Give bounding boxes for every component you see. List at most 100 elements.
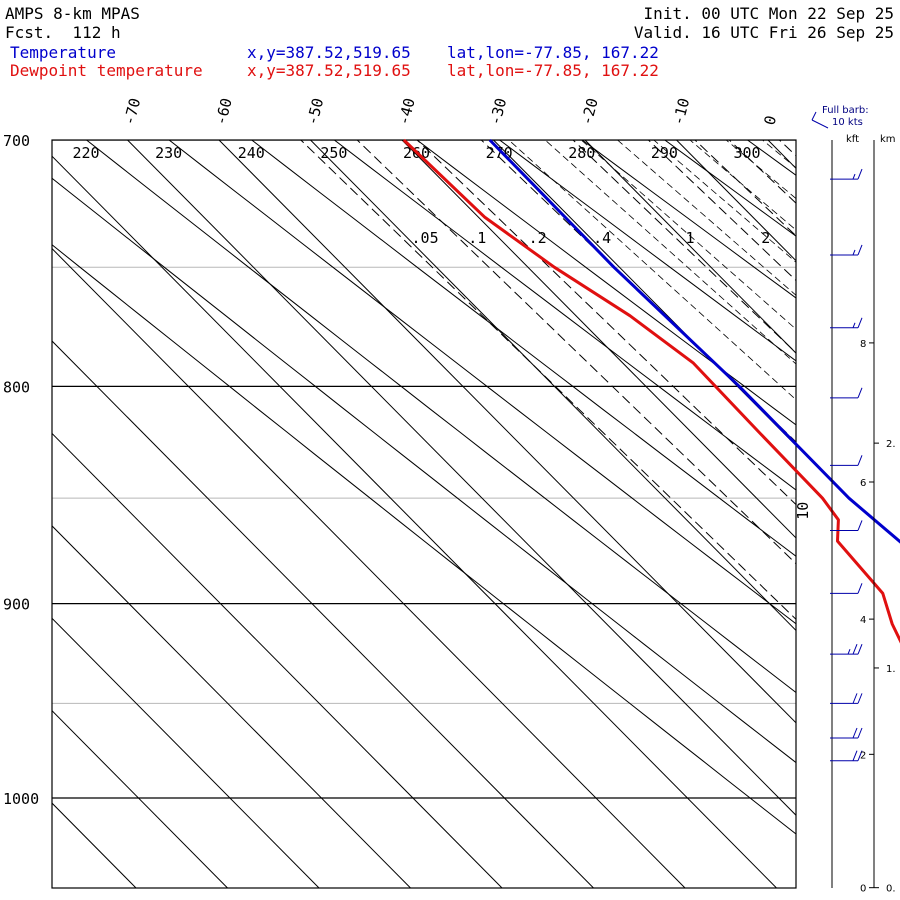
legend-temperature-xy: x,y=387.52,519.65 <box>247 43 411 62</box>
isotherm-line <box>52 155 777 888</box>
moist-adiabat <box>580 140 796 330</box>
dry-adiabat <box>52 244 796 835</box>
isotherm-line <box>52 340 594 888</box>
isotherm-line <box>310 140 796 632</box>
wind-barb-flag <box>857 455 863 466</box>
wind-barb-half <box>852 322 856 328</box>
theta-label: 230 <box>155 144 182 162</box>
temperature-tick-label: -60 <box>211 96 235 127</box>
temperature-tick-label: -10 <box>669 96 693 127</box>
moist-adiabat <box>701 32 900 900</box>
dry-adiabat <box>663 140 796 237</box>
dry-adiabat <box>581 140 796 299</box>
legend-temperature-label: Temperature <box>10 43 116 62</box>
kft-label: 4 <box>860 615 866 626</box>
pressure-label: 900 <box>3 596 30 614</box>
barb-key-sample-barb <box>811 111 817 121</box>
moist-adiabat <box>666 32 900 900</box>
mixing-ratio-line <box>416 140 796 506</box>
mixing-ratio-label: 2 <box>761 229 770 247</box>
dry-adiabat <box>168 140 796 625</box>
legend-dewpoint-label: Dewpoint temperature <box>10 61 203 80</box>
height-axis-km-title: km <box>880 134 896 145</box>
wind-barb-flag <box>857 643 863 655</box>
kft-label: 8 <box>860 339 866 350</box>
wind-barb-flag <box>857 387 863 399</box>
legend-temperature-latlon: lat,lon=-77.85, 167.22 <box>447 43 659 62</box>
mixing-ratio-label: 3 <box>808 229 817 247</box>
model-title: AMPS 8-km MPAS <box>5 4 140 23</box>
valid-time: Valid. 16 UTC Fri 26 Sep 25 <box>633 23 894 42</box>
theta-label: 250 <box>320 144 347 162</box>
wind-barb-flag <box>857 520 863 531</box>
pressure-label: 1000 <box>3 790 39 808</box>
wind-barb-flag <box>857 750 863 761</box>
isotherm-line <box>493 140 796 447</box>
theta-label: 300 <box>733 144 760 162</box>
pressure-label: 800 <box>3 378 30 396</box>
mixing-ratio-line <box>647 140 796 282</box>
mixing-ratio-line <box>778 140 796 157</box>
temperature-tick-label: 0 <box>760 114 780 127</box>
dry-adiabat <box>250 140 796 557</box>
km-label: 1. <box>886 664 896 675</box>
wind-barb-flag <box>857 168 863 180</box>
wind-barb-half <box>847 648 851 655</box>
mixing-ratio-label: .1 <box>468 229 486 247</box>
temperature-tick-label: -30 <box>486 96 510 127</box>
wind-barb-flag <box>857 727 863 739</box>
isotherm-line <box>584 140 796 354</box>
mixing-ratio-label: 1 <box>685 229 694 247</box>
wind-barb-flag <box>857 244 863 256</box>
isotherm-line <box>401 140 796 539</box>
wind-barb-half <box>852 173 856 180</box>
kft-label: 2 <box>860 750 866 761</box>
mixing-ratio-line <box>694 140 796 237</box>
kft-label: 0 <box>860 884 866 895</box>
km-label: 2. <box>886 439 896 450</box>
isotherm-line <box>52 802 137 888</box>
mixing-ratio-label: .4 <box>593 229 611 247</box>
temperature-tick-label: -20 <box>577 96 601 127</box>
mixing-ratio-line <box>480 140 796 443</box>
barb-key-line2: 10 kts <box>832 117 863 128</box>
dry-adiabat <box>333 140 796 491</box>
mixing-ratio-label: 4 <box>843 229 852 247</box>
plot-frame <box>51 139 797 889</box>
dry-adiabat <box>498 140 796 362</box>
wind-barb-flag <box>857 693 863 704</box>
isotherm-line <box>52 525 411 888</box>
barb-key-line1: Full barb: <box>822 105 869 116</box>
legend-dewpoint-xy: x,y=387.52,519.65 <box>247 61 411 80</box>
isotherm-line <box>127 140 796 816</box>
height-axis-kft-title: kft <box>846 134 859 145</box>
mixing-ratio-label: 6 <box>893 229 900 247</box>
km-label: 0. <box>886 884 896 895</box>
isotherm-line <box>218 140 796 724</box>
temperature-tick-label: -40 <box>394 96 418 127</box>
mixing-ratio-line <box>300 140 796 620</box>
theta-label: 240 <box>238 144 265 162</box>
isotherm-line <box>52 432 503 888</box>
mixing-ratio-line <box>356 140 796 565</box>
temperature-tick-label: -70 <box>120 96 144 127</box>
moist-adiabat <box>544 140 796 365</box>
barb-key-sample <box>811 119 829 129</box>
mixing-ratio-label: .2 <box>529 229 547 247</box>
wind-barb-flag <box>852 727 858 739</box>
theta-label: 290 <box>651 144 678 162</box>
mixing-ratio-line <box>572 140 796 354</box>
forecast-hour: Fcst. 112 h <box>5 23 121 42</box>
temperature-profile <box>488 138 900 544</box>
isotherm-line <box>52 617 320 888</box>
isotherm-line <box>52 709 228 888</box>
wind-barb-flag <box>857 317 863 328</box>
theta-label: 280 <box>568 144 595 162</box>
moist-adiabat <box>616 140 796 296</box>
mid-scale-label: 10 <box>794 502 812 520</box>
theta-label: 220 <box>72 144 99 162</box>
moist-adiabat <box>508 140 796 401</box>
wind-barb-flag <box>852 643 858 655</box>
kft-label: 6 <box>860 478 866 489</box>
